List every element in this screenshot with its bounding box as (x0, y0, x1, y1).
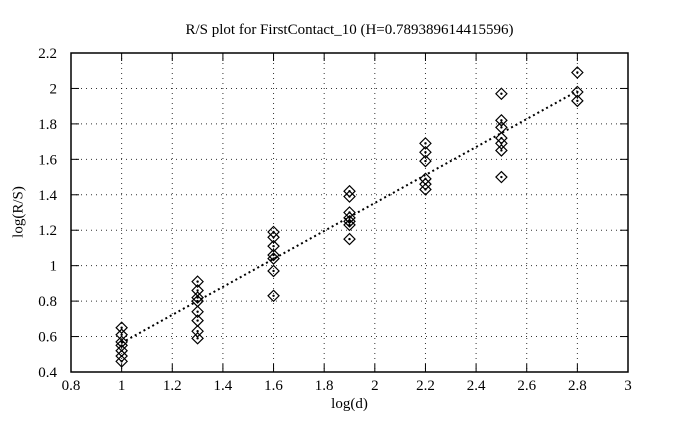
y-tick-label: 1.8 (38, 117, 57, 133)
data-point-center-dot (120, 326, 123, 329)
y-tick-label: 1.2 (38, 223, 57, 239)
data-point-center-dot (196, 299, 199, 303)
x-tick-label: 1.2 (163, 378, 182, 394)
data-point-center-dot (348, 195, 351, 198)
data-point-marker (191, 291, 204, 304)
data-point-marker (115, 335, 128, 349)
data-point-marker (571, 94, 584, 108)
data-point-marker (267, 252, 280, 265)
data-point-marker (191, 331, 204, 345)
data-point-marker (343, 215, 356, 228)
plot-border (70, 52, 629, 373)
y-tick-label: 0.8 (38, 294, 57, 310)
x-tick-label: 1.6 (264, 378, 283, 394)
data-point-center-dot (424, 159, 427, 163)
data-point-center-dot (196, 330, 199, 333)
data-point-marker (419, 145, 432, 159)
data-point-marker (191, 275, 204, 288)
data-point-marker (495, 144, 508, 157)
data-point-marker (267, 230, 280, 244)
data-point-center-dot (196, 289, 199, 292)
data-point-center-dot (196, 337, 199, 340)
x-tick-label: 1.4 (214, 378, 233, 394)
y-tick-label: 2.2 (38, 46, 57, 62)
data-point-center-dot (500, 119, 503, 122)
y-tick-label: 0.6 (38, 330, 57, 346)
x-tick-label: 2.2 (416, 378, 435, 394)
chart-title: R/S plot for FirstContact_10 (H=0.789389… (185, 22, 514, 38)
data-point-center-dot (500, 149, 503, 152)
x-tick-label: 2.8 (568, 378, 587, 394)
x-tick-label: 3 (624, 378, 632, 394)
data-point-marker (343, 190, 356, 203)
data-point-center-dot (424, 188, 427, 191)
y-tick-label: 1.4 (38, 188, 57, 204)
data-point-center-dot (272, 257, 275, 260)
data-point-marker (115, 355, 128, 368)
data-point-marker (419, 183, 432, 196)
x-tick-label: 1 (118, 378, 126, 394)
data-point-center-dot (500, 175, 503, 179)
y-tick-label: 2 (50, 81, 58, 97)
data-point-center-dot (424, 142, 427, 145)
data-point-marker (267, 239, 280, 253)
data-point-marker (267, 264, 280, 278)
data-point-center-dot (196, 280, 199, 283)
data-point-marker (419, 137, 432, 150)
data-point-marker (191, 305, 204, 319)
x-tick-label: 2.6 (517, 378, 536, 394)
data-point-center-dot (576, 71, 579, 74)
data-point-center-dot (120, 333, 123, 336)
data-point-marker (343, 232, 356, 246)
data-point-center-dot (272, 244, 275, 248)
data-point-center-dot (120, 360, 123, 363)
data-point-center-dot (500, 142, 503, 145)
data-point-marker (495, 87, 508, 101)
data-point-center-dot (196, 319, 199, 322)
data-point-marker (267, 248, 280, 262)
data-point-center-dot (348, 237, 351, 241)
data-point-center-dot (576, 99, 579, 103)
x-tick-label: 2.4 (467, 378, 486, 394)
data-point-marker (343, 218, 356, 232)
y-tick-label: 1.6 (38, 152, 57, 168)
data-point-center-dot (424, 151, 427, 154)
data-point-marker (495, 170, 508, 184)
x-tick-label: 2 (371, 378, 379, 394)
data-point-center-dot (348, 223, 351, 227)
data-point-marker (419, 154, 432, 168)
x-tick-label: 1.8 (315, 378, 334, 394)
data-point-marker (267, 289, 280, 303)
y-tick-label: 1 (50, 259, 58, 275)
x-axis-label: log(d) (331, 396, 368, 412)
data-point-marker (495, 137, 508, 150)
data-point-center-dot (272, 294, 275, 297)
data-point-marker (571, 66, 584, 79)
y-tick-label: 0.4 (38, 365, 57, 381)
data-point-marker (343, 211, 356, 225)
data-point-marker (495, 113, 508, 127)
data-point-center-dot (500, 126, 503, 129)
data-point-marker (191, 324, 204, 338)
data-point-center-dot (196, 310, 199, 313)
data-point-center-dot (576, 90, 579, 94)
data-point-marker (115, 321, 128, 335)
x-tick-label: 0.8 (62, 378, 81, 394)
data-point-marker (571, 85, 584, 99)
data-point-center-dot (272, 269, 275, 273)
data-point-center-dot (272, 236, 275, 239)
data-point-center-dot (500, 92, 503, 95)
